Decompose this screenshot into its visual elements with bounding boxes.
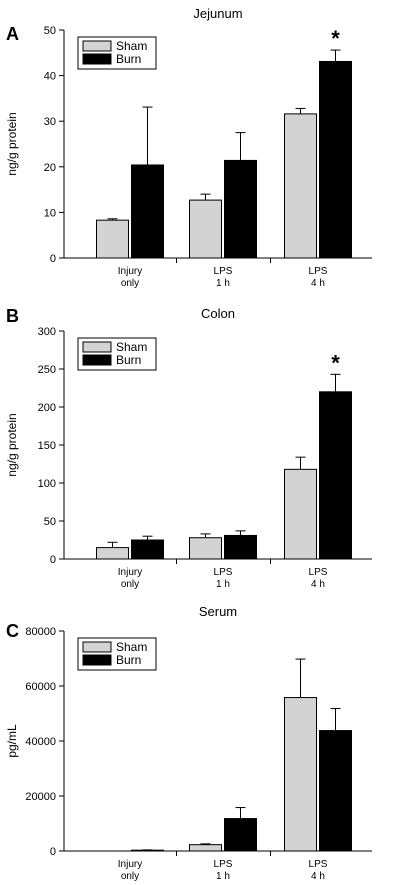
category-label: 4 h	[311, 579, 325, 590]
y-tick-label: 10	[44, 207, 56, 219]
category-label: only	[121, 278, 139, 289]
y-tick-label: 0	[50, 554, 56, 566]
legend-label: Sham	[116, 640, 147, 654]
y-tick-label: 150	[38, 440, 56, 452]
y-tick-label: 0	[50, 253, 56, 265]
category-label: only	[121, 871, 139, 882]
bar-sham-0	[96, 219, 129, 259]
category-label: LPS	[309, 567, 328, 578]
significance-marker: *	[331, 350, 340, 375]
category-label: LPS	[214, 859, 233, 870]
category-label: LPS	[309, 859, 328, 870]
y-tick-label: 300	[38, 326, 56, 338]
y-tick-label: 50	[44, 516, 56, 528]
legend-swatch-sham	[82, 641, 112, 653]
category-label: 1 h	[216, 579, 230, 590]
bar-burn-0	[131, 539, 164, 560]
chart-title: Serum	[199, 604, 237, 619]
panel-letter: A	[6, 24, 19, 44]
legend-swatch-sham	[82, 341, 112, 353]
y-tick-label: 20000	[25, 791, 56, 803]
y-tick-label: 20	[44, 162, 56, 174]
bar-burn-2	[319, 391, 352, 560]
y-tick-label: 50	[44, 25, 56, 37]
category-label: 4 h	[311, 871, 325, 882]
y-tick-label: 250	[38, 364, 56, 376]
chart-title: Colon	[201, 306, 235, 321]
category-label: 4 h	[311, 278, 325, 289]
y-tick-label: 60000	[25, 681, 56, 693]
bar-sham-0	[96, 547, 129, 560]
bar-burn-2	[319, 60, 352, 259]
y-axis-label: ng/g protein	[5, 413, 19, 476]
bar-sham-1	[189, 537, 222, 560]
bar-burn-2	[319, 730, 352, 852]
y-tick-label: 100	[38, 478, 56, 490]
category-label: LPS	[214, 266, 233, 277]
legend-swatch-burn	[82, 654, 112, 666]
significance-marker: *	[331, 26, 340, 51]
y-tick-label: 30	[44, 116, 56, 128]
category-label: LPS	[214, 567, 233, 578]
y-axis-label: pg/mL	[5, 724, 19, 758]
chart-title: Jejunum	[193, 6, 242, 21]
legend-label: Burn	[116, 653, 141, 667]
bar-burn-1	[224, 159, 257, 259]
panel-letter: C	[6, 621, 19, 641]
y-tick-label: 0	[50, 846, 56, 858]
category-label: Injury	[118, 266, 142, 277]
bar-burn-0	[131, 164, 164, 259]
panel-a: A Jejunum ng/g protein 0 10 20 30 40 50 Injuryonl…	[5, 6, 372, 289]
legend-label: Burn	[116, 353, 141, 367]
legend-swatch-burn	[82, 354, 112, 366]
y-tick-label: 40	[44, 71, 56, 83]
category-label: Injury	[118, 859, 142, 870]
bar-sham-1	[189, 844, 222, 852]
bar-burn-1	[224, 534, 257, 560]
y-axis-label: ng/g protein	[5, 112, 19, 175]
bar-sham-2	[284, 697, 317, 852]
bar-burn-1	[224, 818, 257, 852]
bar-sham-2	[284, 113, 317, 259]
category-label: Injury	[118, 567, 142, 578]
panel-b: B Colon ng/g protein 0 50 100 150 200 250 300 Inju…	[5, 306, 372, 590]
bar-sham-1	[189, 199, 222, 259]
legend-label: Burn	[116, 52, 141, 66]
category-label: LPS	[309, 266, 328, 277]
y-tick-label: 80000	[25, 626, 56, 638]
category-label: 1 h	[216, 278, 230, 289]
panel-c: C Serum pg/mL 0 20000 40000 60000 80000 Injuryon…	[5, 604, 372, 882]
bar-sham-2	[284, 468, 317, 560]
legend-swatch-sham	[82, 40, 112, 52]
category-label: 1 h	[216, 871, 230, 882]
panel-letter: B	[6, 306, 19, 326]
y-tick-label: 200	[38, 402, 56, 414]
legend-label: Sham	[116, 39, 147, 53]
category-label: only	[121, 579, 139, 590]
y-tick-label: 40000	[25, 736, 56, 748]
legend-swatch-burn	[82, 53, 112, 65]
legend-label: Sham	[116, 340, 147, 354]
